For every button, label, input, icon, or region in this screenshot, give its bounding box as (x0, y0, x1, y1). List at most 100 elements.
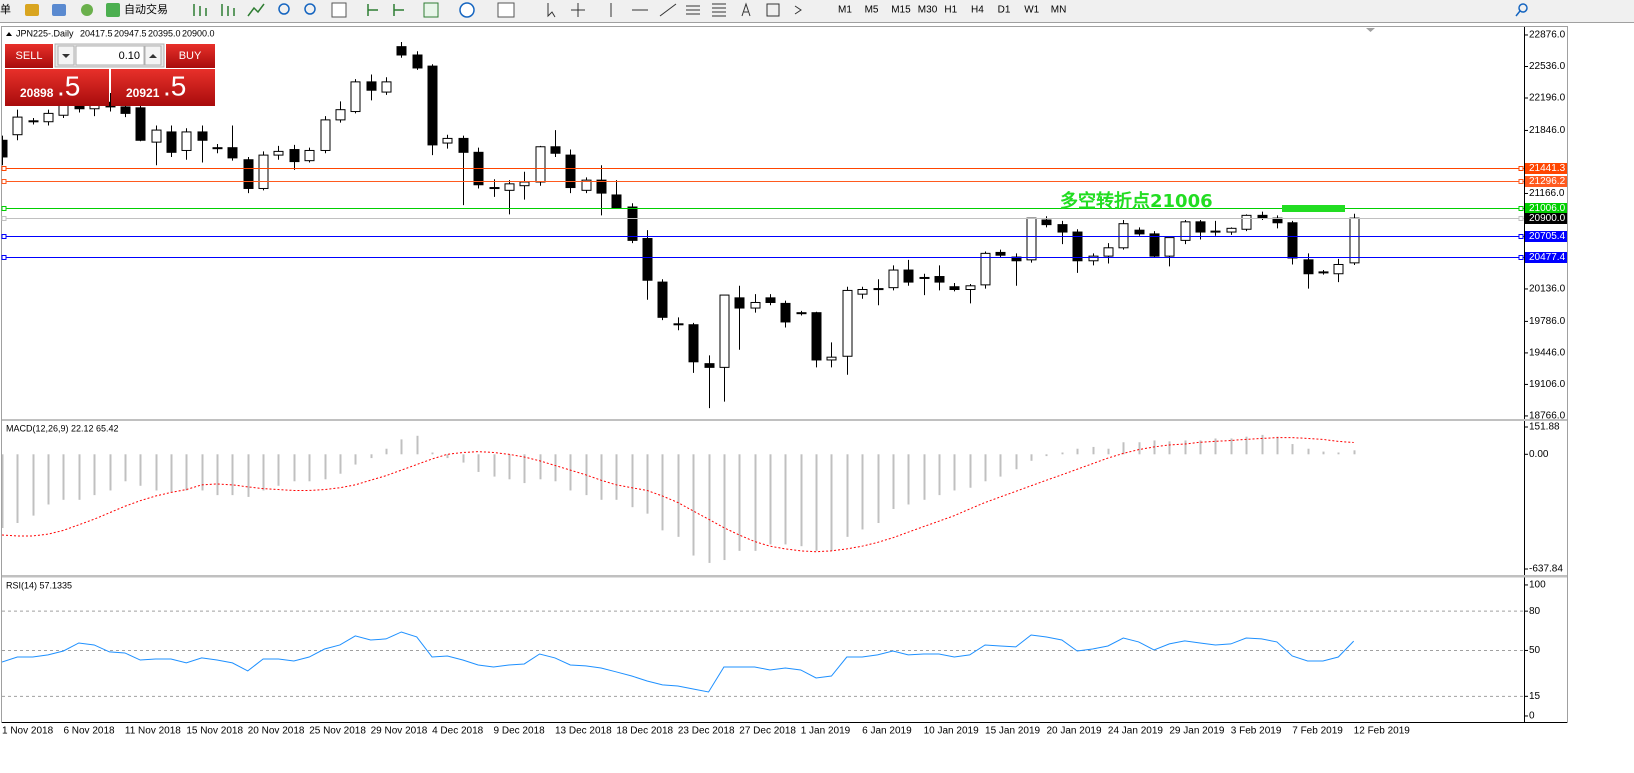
period-button[interactable]: MN (1051, 5, 1067, 16)
period-button[interactable]: D1 (998, 5, 1011, 16)
icon[interactable] (423, 2, 439, 18)
candle-body (1287, 222, 1298, 259)
candle-body (412, 54, 423, 69)
lot-down-arrow (62, 54, 70, 58)
chart-ohlc: 20395.0 (148, 28, 181, 38)
icon[interactable] (459, 2, 475, 18)
y-tick-label: 21166.0 (1529, 188, 1565, 199)
candle-body (151, 129, 162, 143)
candle-body (43, 112, 54, 123)
sell-price[interactable]: 20898 (20, 86, 54, 100)
y-tick-label: 151.88 (1529, 422, 1560, 433)
price-tag (1525, 176, 1567, 187)
period-bar: M1 M5 M15 M30 H1 H4 D1 W1 MN (838, 5, 1066, 16)
icon[interactable] (193, 4, 207, 16)
candle-body (719, 294, 730, 368)
candle-body (1180, 221, 1191, 241)
candle-body (995, 251, 1006, 256)
icon[interactable] (741, 2, 751, 17)
period-button[interactable]: M30 (918, 5, 938, 16)
period-button[interactable]: W1 (1024, 5, 1039, 16)
icon[interactable] (106, 3, 120, 17)
candle-body (888, 269, 899, 289)
y-tick-label: 22196.0 (1529, 93, 1566, 104)
search-icon[interactable] (1518, 3, 1528, 13)
buy-price[interactable]: 20921 (126, 86, 160, 100)
icon[interactable] (221, 4, 235, 16)
buy-pip[interactable]: .5 (163, 70, 186, 101)
y-tick-label: 0.00 (1529, 449, 1549, 460)
price-tag (1525, 213, 1567, 224)
sell-price-box[interactable] (5, 69, 109, 106)
period-button[interactable]: H1 (944, 5, 957, 16)
macd-signal-line (2, 437, 1354, 553)
candle-body (581, 179, 592, 191)
candle-body (1072, 231, 1083, 262)
line-handle (1518, 206, 1524, 211)
x-tick-label: 1 Nov 2018 (2, 726, 54, 737)
x-tick-label: 6 Nov 2018 (63, 726, 115, 737)
panel (2, 434, 1356, 563)
candle-body (611, 194, 622, 209)
candle-body (58, 104, 69, 116)
menu-label[interactable]: 单 (0, 3, 11, 16)
y-tick-label: 19446.0 (1529, 348, 1566, 359)
y-tick-label: 0 (1529, 711, 1535, 722)
icon[interactable] (794, 5, 802, 15)
icon[interactable] (304, 3, 316, 15)
icon[interactable] (393, 4, 404, 16)
candle-body (903, 269, 914, 283)
candle-body (934, 276, 945, 283)
sell-label[interactable]: SELL (16, 50, 43, 62)
candle-body (965, 285, 976, 291)
lot-value[interactable]: 0.10 (119, 50, 140, 62)
icon[interactable] (52, 4, 66, 16)
period-button[interactable]: M15 (891, 5, 911, 16)
candle-body (1195, 221, 1206, 233)
candle-body (780, 302, 791, 323)
icon[interactable] (497, 2, 515, 18)
panel-separator (2, 575, 1567, 578)
lot-input[interactable] (75, 45, 145, 66)
candle-body (1026, 217, 1037, 261)
candle-body (826, 356, 837, 361)
icon[interactable] (367, 4, 378, 16)
x-tick-label: 25 Nov 2018 (309, 726, 366, 737)
icon[interactable] (278, 3, 290, 15)
sell-button[interactable] (5, 44, 53, 68)
icon[interactable] (331, 2, 347, 18)
icon[interactable] (712, 3, 726, 17)
chart-ohlc: 20947.5 (114, 28, 147, 38)
drawn-rectangle[interactable] (1282, 205, 1345, 212)
icon[interactable] (81, 4, 93, 16)
icon[interactable] (547, 3, 556, 18)
auto-trade-button[interactable]: 自动交易 (124, 2, 168, 16)
period-button[interactable]: M5 (865, 5, 879, 16)
candle-body (796, 312, 807, 315)
sell-pip[interactable]: .5 (57, 70, 80, 101)
line-handle (1, 234, 7, 239)
period-button[interactable]: H4 (971, 5, 984, 16)
buy-button[interactable] (166, 44, 215, 68)
icon[interactable] (571, 3, 585, 17)
line-handle (1518, 255, 1524, 260)
candle-body (273, 150, 284, 156)
icon[interactable] (247, 3, 265, 17)
line-handle (1, 255, 7, 260)
candle-body (704, 363, 715, 368)
candle-body (1041, 219, 1052, 226)
chart-shift-marker[interactable] (1366, 28, 1375, 32)
toolbar-bg (0, 0, 1634, 22)
icon[interactable] (686, 5, 700, 15)
icon[interactable] (25, 4, 39, 16)
candle-body (1303, 259, 1314, 275)
buy-price-box[interactable] (111, 69, 215, 106)
chart-frame (1, 26, 1568, 723)
icon[interactable] (659, 3, 677, 17)
candle-body (427, 65, 438, 146)
icon[interactable] (766, 3, 780, 17)
buy-label[interactable]: BUY (179, 50, 202, 62)
period-button[interactable]: M1 (838, 5, 852, 16)
candle-body (1134, 229, 1145, 235)
